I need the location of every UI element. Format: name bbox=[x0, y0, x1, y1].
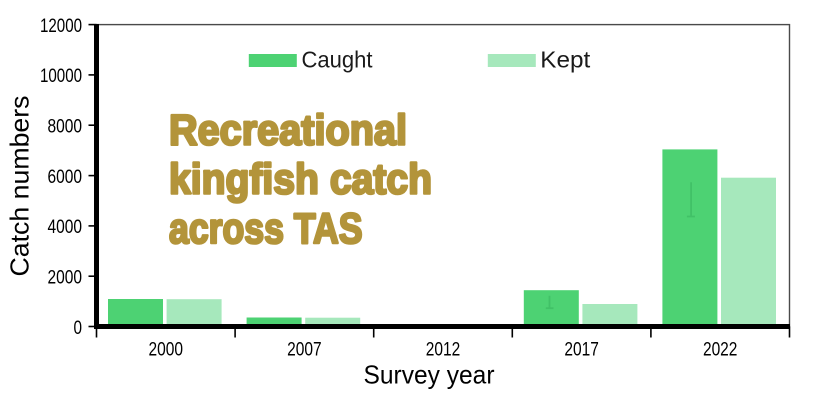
svg-text:Kept: Kept bbox=[540, 47, 590, 73]
svg-text:12000: 12000 bbox=[40, 15, 82, 37]
svg-text:across TAS: across TAS bbox=[169, 205, 363, 253]
svg-text:0: 0 bbox=[74, 317, 83, 339]
svg-text:kingfish catch: kingfish catch bbox=[169, 156, 432, 204]
svg-text:4000: 4000 bbox=[48, 216, 83, 238]
svg-text:Survey year: Survey year bbox=[364, 359, 495, 389]
svg-text:2000: 2000 bbox=[48, 267, 83, 289]
svg-text:Caught: Caught bbox=[302, 47, 373, 73]
svg-text:2012: 2012 bbox=[426, 339, 461, 361]
svg-text:10000: 10000 bbox=[40, 65, 82, 87]
svg-text:Catch numbers: Catch numbers bbox=[5, 96, 35, 277]
svg-text:Recreational: Recreational bbox=[169, 106, 407, 154]
svg-text:8000: 8000 bbox=[48, 116, 83, 138]
svg-text:2000: 2000 bbox=[149, 339, 184, 361]
svg-text:2017: 2017 bbox=[564, 339, 599, 361]
svg-text:6000: 6000 bbox=[48, 166, 83, 188]
svg-text:2022: 2022 bbox=[703, 339, 738, 361]
svg-text:2007: 2007 bbox=[287, 339, 322, 361]
